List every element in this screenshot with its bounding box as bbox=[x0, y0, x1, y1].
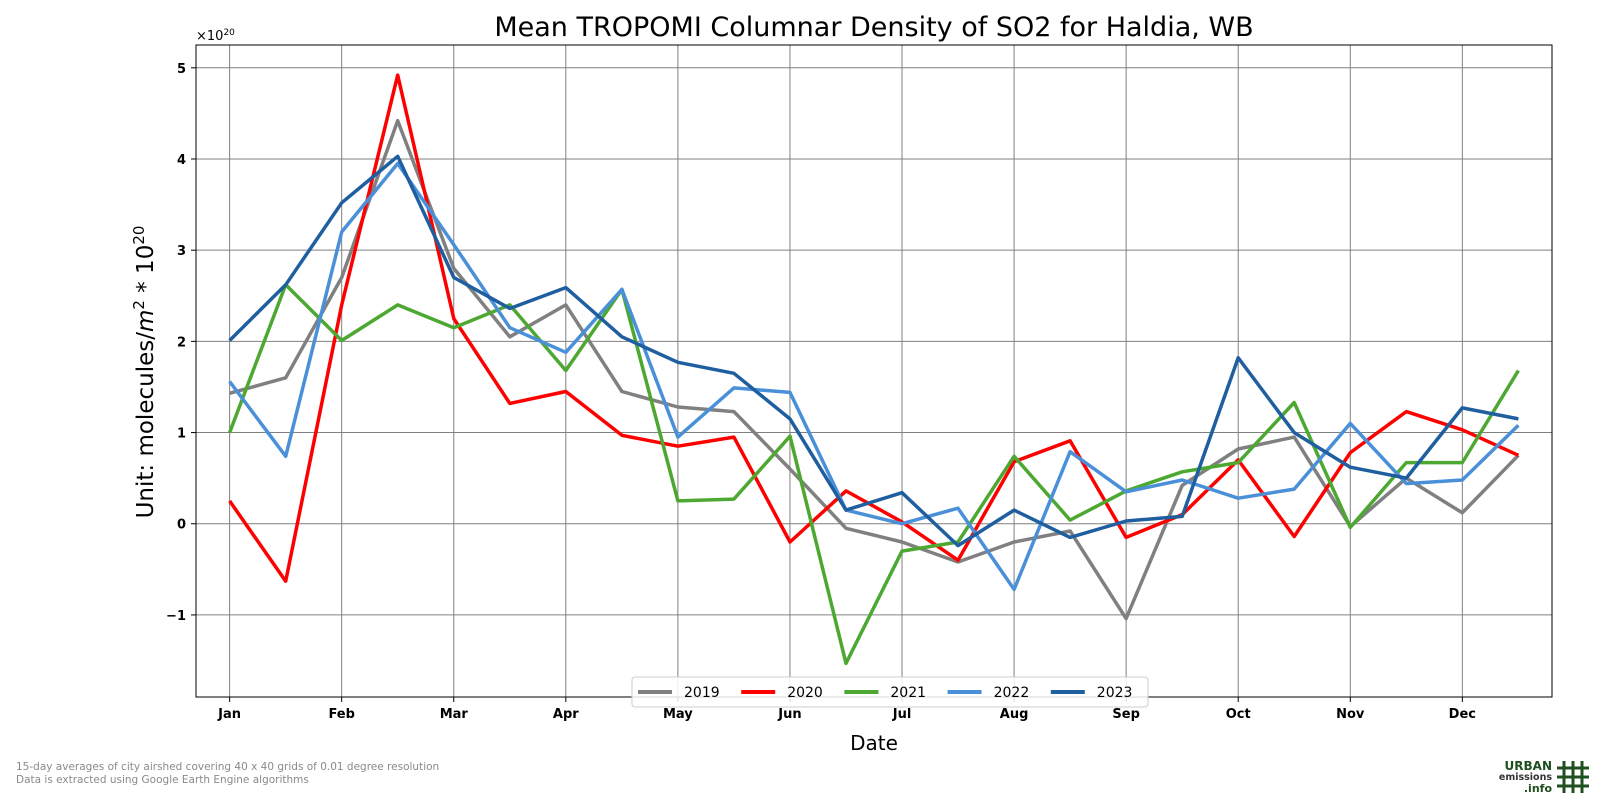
y-axis-label-m: m bbox=[133, 310, 159, 332]
y-offset-exponent: 20 bbox=[223, 28, 235, 38]
urban-emissions-logo: URBAN emissions .info bbox=[1499, 760, 1590, 794]
footnote-line-2: Data is extracted using Google Earth Eng… bbox=[16, 774, 309, 786]
y-tick-label: 4 bbox=[177, 153, 186, 168]
legend-label: 2021 bbox=[890, 685, 926, 701]
x-tick-label: Apr bbox=[553, 707, 579, 722]
x-tick-label: May bbox=[663, 707, 693, 722]
y-axis-label-mult: * 10 bbox=[133, 245, 159, 300]
y-offset-base: ×10 bbox=[196, 29, 223, 44]
chart-title: Mean TROPOMI Columnar Density of SO2 for… bbox=[494, 12, 1253, 43]
logo-line-3: .info bbox=[1523, 782, 1552, 795]
y-tick-label: 5 bbox=[177, 62, 186, 77]
x-tick-label: Aug bbox=[1000, 707, 1029, 722]
series-line-2023 bbox=[228, 154, 1519, 548]
y-tick-label: 0 bbox=[177, 518, 186, 533]
x-tick-label: Nov bbox=[1336, 707, 1365, 722]
x-tick-label: Feb bbox=[328, 707, 354, 722]
chart-legend: 2019 2020 2021 2022 2023 bbox=[631, 676, 1149, 708]
series-lines bbox=[227, 73, 1520, 666]
legend-label: 2023 bbox=[1097, 685, 1133, 701]
y-tick-label: 2 bbox=[177, 335, 186, 350]
y-axis-label-exp: 20 bbox=[130, 226, 148, 245]
x-tick-label: Mar bbox=[440, 707, 469, 722]
logo-line-1: URBAN bbox=[1504, 759, 1552, 773]
x-axis-label: Date bbox=[850, 731, 898, 755]
logo-text: URBAN emissions .info bbox=[1498, 759, 1552, 795]
series-line-2022 bbox=[228, 161, 1520, 592]
x-tick-label: Jul bbox=[892, 707, 912, 722]
grid-lines bbox=[196, 45, 1552, 697]
y-axis-label-unit: Unit: molecules/ bbox=[133, 332, 159, 519]
legend-label: 2019 bbox=[684, 685, 720, 701]
y-axis-label-m-exp: 2 bbox=[130, 300, 148, 310]
x-tick-label: Sep bbox=[1112, 707, 1140, 722]
legend-label: 2022 bbox=[994, 685, 1030, 701]
series-line-2019 bbox=[229, 118, 1520, 621]
y-tick-label: −1 bbox=[166, 609, 186, 624]
footnote-line-1: 15-day averages of city airshed covering… bbox=[16, 761, 440, 773]
y-offset-label: ×1020 bbox=[196, 28, 235, 44]
y-axis-label: Unit: molecules/m2 * 1020 bbox=[130, 226, 159, 519]
legend-label: 2020 bbox=[787, 685, 823, 701]
x-tick-label: Oct bbox=[1226, 707, 1251, 722]
legend-box bbox=[631, 676, 1149, 708]
y-tick-label: 1 bbox=[177, 427, 186, 442]
x-tick-label: Dec bbox=[1449, 707, 1476, 722]
plot-frame bbox=[195, 44, 1553, 698]
series-line-2021 bbox=[227, 283, 1520, 666]
x-tick-label: Jan bbox=[217, 707, 241, 722]
x-tick-label: Jun bbox=[777, 707, 801, 722]
axis-ticks: −1 0 1 2 3 4 5 Jan Feb Mar Apr May Jun Jul Aug Sep Oct No… bbox=[166, 62, 1476, 722]
grid-logo-icon bbox=[1557, 761, 1589, 793]
y-tick-label: 3 bbox=[177, 244, 186, 259]
logo-line-2: emissions bbox=[1498, 772, 1552, 783]
series-line-2020 bbox=[228, 73, 1520, 583]
